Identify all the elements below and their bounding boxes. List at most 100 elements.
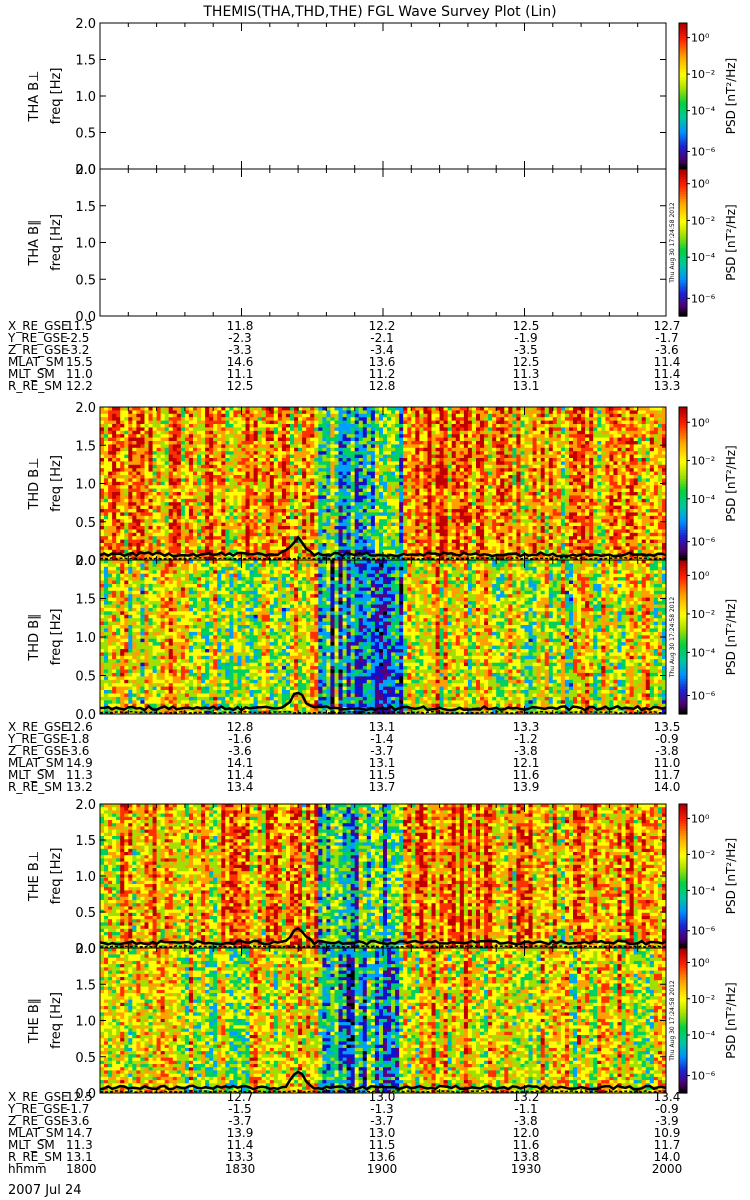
colorbar-tick-label: 10⁰ [691, 178, 710, 191]
freq-tick-label: 0.5 [75, 127, 96, 142]
panel-the-bpar-colorbar: 10⁰ 10⁻² 10⁻⁴ 10⁻⁶ PSD [nT²/Hz] [679, 948, 738, 1094]
timestamp-label: Thu Aug 30 17:24:58 2012 [669, 202, 676, 284]
colorbar-label: PSD [nT²/Hz] [724, 445, 738, 521]
colorbar-tick-label: 10⁻² [691, 608, 715, 621]
ephemeris-value: 1930 [511, 1162, 542, 1176]
ephemeris-value: 12.2 [66, 379, 93, 393]
ephemeris-value: 13.9 [513, 780, 540, 794]
colorbar-label: PSD [nT²/Hz] [724, 982, 738, 1058]
freq-tick-label: 1.0 [75, 90, 96, 105]
colorbar-tick-label: 10⁻⁴ [691, 646, 716, 659]
freq-tick-label: 0.5 [75, 670, 96, 685]
colorbar-tick-label: 10⁻⁶ [691, 292, 716, 305]
ephemeris-value: 13.4 [227, 780, 254, 794]
colorbar-tick-label: 10⁰ [691, 812, 710, 825]
colorbar-label: PSD [nT²/Hz] [724, 838, 738, 914]
freq-tick-label: 0.5 [75, 273, 96, 288]
colorbar-tick-label: 10⁻⁴ [691, 1029, 716, 1042]
colorbar-label: PSD [nT²/Hz] [724, 58, 738, 134]
ephemeris-value: 14.0 [654, 780, 681, 794]
colorbar-tick-label: 10⁻⁶ [691, 145, 716, 158]
panel-label: THD B⊥ [27, 457, 42, 510]
freq-tick-label: 1.5 [75, 439, 96, 454]
page-title: THEMIS(THA,THD,THE) FGL Wave Survey Plot… [202, 4, 556, 20]
colorbar-tick-label: 10⁻² [691, 68, 715, 81]
freq-tick-label: 1.0 [75, 1015, 96, 1030]
ephemeris-value: 1800 [66, 1162, 97, 1176]
ephemeris-row-label: R_RE_SM [8, 780, 62, 794]
freq-tick-label: 1.5 [75, 593, 96, 608]
ephemeris-value: 13.7 [369, 780, 396, 794]
ephemeris-row-label: R_RE_SM [8, 379, 62, 393]
freq-tick-label: 1.5 [75, 834, 96, 849]
colorbar-tick-label: 10⁻⁴ [691, 493, 716, 506]
ephemeris-value: 1900 [367, 1162, 398, 1176]
ephemeris-row-label: hhmm [8, 1162, 47, 1176]
ephemeris-value: 13.1 [513, 379, 540, 393]
freq-tick-label: 1.5 [75, 978, 96, 993]
freq-tick-label: 1.5 [75, 54, 96, 69]
panel-thd-bpar-colorbar: 10⁰ 10⁻² 10⁻⁴ 10⁻⁶ PSD [nT²/Hz] [679, 560, 738, 715]
freq-tick-label: 0.5 [75, 516, 96, 531]
timestamp-label: Thu Aug 30 17:24:58 2012 [669, 980, 676, 1062]
timestamp-label: Thu Aug 30 17:24:58 2012 [669, 597, 676, 679]
ephemeris-value: 2000 [652, 1162, 683, 1176]
panel-label: THA B∥ [27, 219, 42, 266]
ephemeris-value: 12.5 [227, 379, 254, 393]
freq-tick-label: 2.0 [75, 942, 96, 957]
y-axis-label: freq [Hz] [49, 455, 64, 512]
colorbar-tick-label: 10⁰ [691, 957, 710, 970]
freq-tick-label: 2.0 [75, 163, 96, 178]
freq-tick-label: 2.0 [75, 554, 96, 569]
colorbar-tick-label: 10⁻² [691, 214, 715, 227]
colorbar-tick-label: 10⁰ [691, 416, 710, 429]
colorbar-tick-label: 10⁻⁶ [691, 1070, 716, 1083]
freq-tick-label: 2.0 [75, 798, 96, 813]
freq-tick-label: 2.0 [75, 17, 96, 32]
y-axis-label: freq [Hz] [49, 68, 64, 125]
colorbar-tick-label: 10⁻⁴ [691, 251, 716, 264]
y-axis-label: freq [Hz] [49, 848, 64, 905]
colorbar-tick-label: 10⁻² [691, 455, 715, 468]
colorbar-tick-label: 10⁻⁶ [691, 536, 716, 549]
freq-tick-label: 1.0 [75, 478, 96, 493]
colorbar-label: PSD [nT²/Hz] [724, 204, 738, 280]
y-axis-label: freq [Hz] [49, 214, 64, 271]
colorbar-tick-label: 10⁻⁴ [691, 884, 716, 897]
panel-thd-bperp-cells [100, 407, 667, 561]
colorbar-tick-label: 10⁻² [691, 993, 715, 1006]
colorbar-tick-label: 10⁰ [691, 32, 710, 45]
ephemeris-value: 12.8 [369, 379, 396, 393]
freq-tick-label: 1.0 [75, 870, 96, 885]
ephemeris-value: 13.2 [66, 780, 93, 794]
panel-label: THE B∥ [27, 998, 42, 1044]
colorbar-tick-label: 10⁰ [691, 569, 710, 582]
ephemeris-value: 13.3 [654, 379, 681, 393]
y-axis-label: freq [Hz] [49, 609, 64, 666]
ephemeris-value: 1830 [225, 1162, 256, 1176]
freq-tick-label: 0.5 [75, 906, 96, 921]
colorbar-tick-label: 10⁻⁶ [691, 690, 716, 703]
y-axis-label: freq [Hz] [49, 992, 64, 1049]
freq-tick-label: 1.0 [75, 631, 96, 646]
colorbar-label: PSD [nT²/Hz] [724, 599, 738, 675]
panel-tha-bpar-colorbar: 10⁰ 10⁻² 10⁻⁴ 10⁻⁶ PSD [nT²/Hz] [679, 169, 738, 317]
freq-tick-label: 1.5 [75, 200, 96, 215]
panel-the-bperp-cells [100, 804, 667, 949]
panel-thd-bpar-cells [100, 560, 667, 715]
panel-the-bpar-cells [100, 948, 667, 1094]
freq-tick-label: 2.0 [75, 401, 96, 416]
